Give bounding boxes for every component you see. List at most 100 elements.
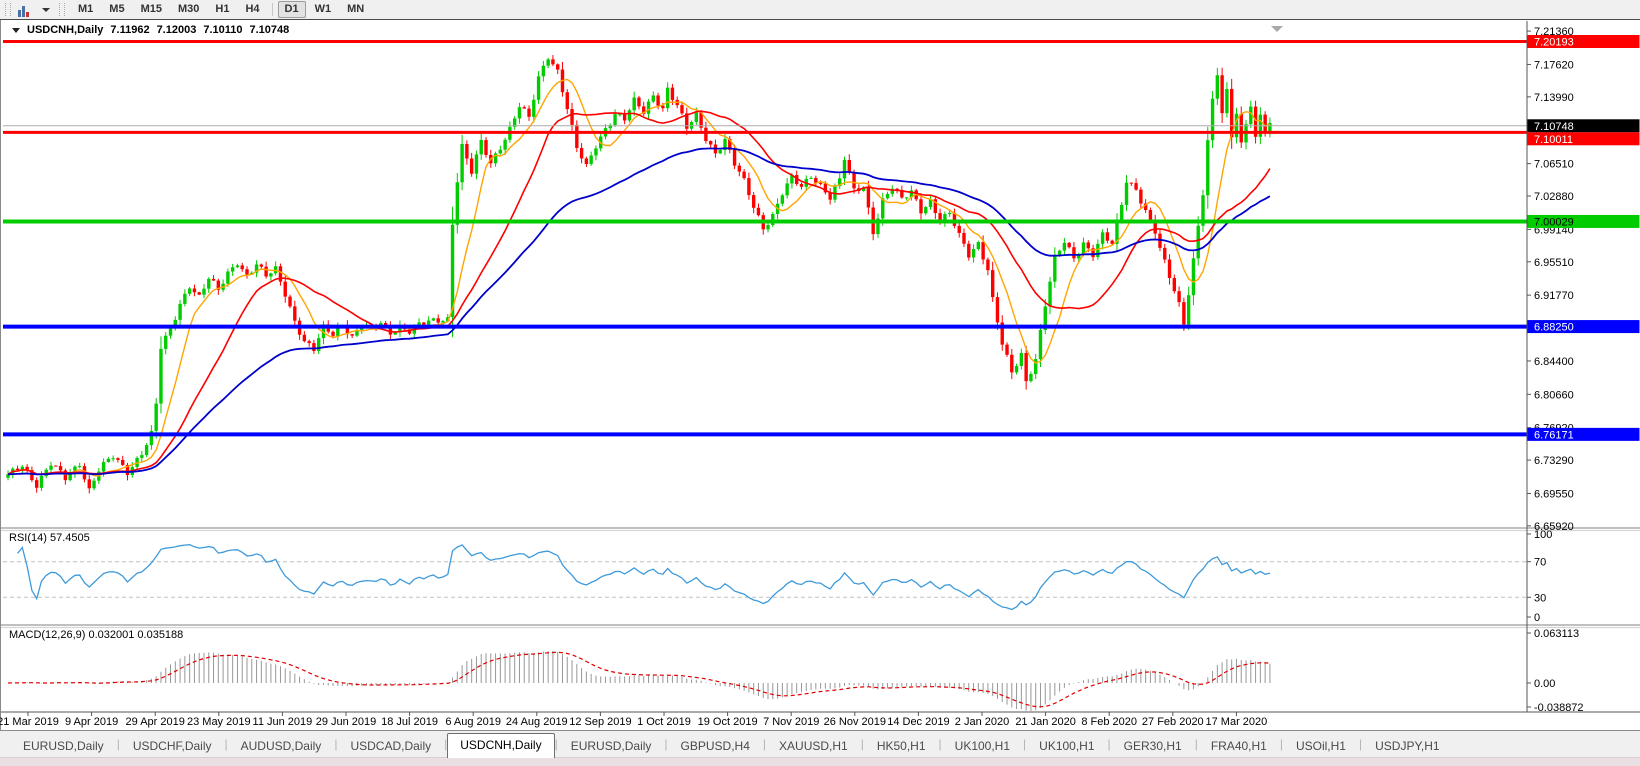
- macd-axis-label: -0.038872: [1534, 702, 1584, 714]
- price-marker-value: 7.00029: [1534, 216, 1574, 228]
- toolbar-gripper[interactable]: [5, 3, 11, 16]
- timeframe-button-m1[interactable]: M1: [78, 3, 94, 15]
- chart-tab-bar: EURUSD,Daily | USDCHF,Daily | AUDUSD,Daily | U…: [0, 733, 1640, 758]
- price-marker-box: [1527, 427, 1640, 441]
- timeframe-button-d1[interactable]: D1: [277, 1, 306, 18]
- chart-tab-usdcnh-daily[interactable]: USDCNH,Daily: [447, 733, 555, 758]
- toolbar: M1 M5 M15 M30 H1 H4 D1 W1 MN: [0, 0, 1640, 19]
- timeframe-button-m5[interactable]: M5: [109, 3, 125, 15]
- tab-divider: |: [762, 737, 767, 751]
- chart-menu-caret-icon[interactable]: [12, 27, 20, 33]
- price-axis-label: 6.91770: [1534, 290, 1574, 302]
- price-marker-value: 7.10748: [1534, 121, 1574, 133]
- toolbar-separator: [271, 3, 273, 16]
- date-axis-label: 7 Nov 2019: [763, 716, 819, 728]
- date-axis-label: 8 Feb 2020: [1081, 716, 1137, 728]
- price-axis-label: 6.95510: [1534, 257, 1574, 269]
- tab-divider: |: [938, 737, 942, 751]
- chart-tab-eurusd-daily[interactable]: EURUSD,Daily: [570, 739, 652, 753]
- date-axis-label: 12 Sep 2019: [569, 716, 631, 728]
- price-marker-value: 6.76171: [1534, 429, 1574, 441]
- tab-divider: |: [1194, 737, 1198, 751]
- price-marker-value: 6.88250: [1534, 322, 1574, 334]
- chart-tab-audusd-daily[interactable]: AUDUSD,Daily: [240, 739, 322, 753]
- price-marker-value: 7.20193: [1534, 36, 1574, 48]
- timeframe-button-w1[interactable]: W1: [314, 3, 332, 15]
- date-axis-label: 23 May 2019: [187, 716, 251, 728]
- tab-divider: |: [444, 737, 448, 751]
- timeframe-button-m30[interactable]: M30: [177, 3, 200, 15]
- bar-icon-part: [22, 5, 25, 17]
- date-axis-label: 29 Jun 2019: [316, 716, 377, 728]
- toolbar-gripper[interactable]: [59, 3, 65, 16]
- rsi-axis-label: 0: [1534, 612, 1540, 624]
- chart-tab-fra40-h1[interactable]: FRA40,H1: [1210, 739, 1267, 753]
- timeframe-button-group: M1 M5 M15 M30 H1 H4 D1 W1 MN: [70, 1, 372, 18]
- tab-divider: |: [116, 737, 120, 751]
- bar-icon-part: [26, 11, 29, 17]
- chart-tab-usdjpy-h1[interactable]: USDJPY,H1: [1375, 739, 1440, 753]
- tab-divider: |: [334, 737, 338, 751]
- status-bar-strip: [0, 757, 1640, 766]
- timeframe-button-m15[interactable]: M15: [140, 3, 162, 15]
- date-axis-label: 6 Aug 2019: [445, 716, 501, 728]
- chart-tab-ger30-h1[interactable]: GER30,H1: [1123, 739, 1182, 753]
- chart-tab-hk50-h1[interactable]: HK50,H1: [876, 739, 926, 753]
- chart-title: USDCNH,Daily 7.11962 7.12003 7.10110 7.1…: [12, 24, 289, 36]
- date-axis-label: 11 Jun 2019: [253, 716, 313, 728]
- date-axis-label: 18 Jul 2019: [381, 716, 438, 728]
- charts-toolbar-icon[interactable]: [16, 3, 38, 17]
- price-axis-label: 7.06510: [1534, 159, 1574, 171]
- price-axis-label: 6.73290: [1534, 455, 1574, 467]
- date-axis-label: 27 Feb 2020: [1142, 716, 1204, 728]
- chart-tab-uk100-h1[interactable]: UK100,H1: [1039, 739, 1095, 753]
- chart-canvas[interactable]: 7.213607.176207.139907.102507.065107.028…: [0, 20, 1640, 732]
- chart-tab-eurusd-daily[interactable]: EURUSD,Daily: [23, 739, 104, 753]
- date-axis-label: 26 Nov 2019: [824, 716, 886, 728]
- pane-separators: [0, 20, 1640, 731]
- chart-tab-xauusd-h1[interactable]: XAUUSD,H1: [779, 739, 848, 753]
- rsi-axis-label: 70: [1534, 557, 1546, 569]
- chart-tab-usoil-h1[interactable]: USOil,H1: [1295, 739, 1346, 753]
- chart-tab-usdchf-daily[interactable]: USDCHF,Daily: [132, 739, 212, 753]
- tab-divider: |: [1279, 737, 1283, 751]
- bar-icon-part: [18, 9, 21, 17]
- moving-averages-layer: [7, 78, 1271, 477]
- macd-axis-label: 0.063113: [1534, 628, 1579, 640]
- date-axis-label: 24 Aug 2019: [506, 716, 568, 728]
- date-axis-label: 14 Dec 2019: [887, 716, 949, 728]
- ohlc-close: 7.10748: [249, 24, 290, 36]
- rsi-label: RSI(14) 57.4505: [9, 532, 90, 544]
- price-marker-value: 7.10011: [1534, 134, 1573, 146]
- chart-window: USDCNH,Daily 7.11962 7.12003 7.10110 7.1…: [0, 19, 1640, 731]
- tab-divider: |: [664, 737, 668, 751]
- timeframe-button-h1[interactable]: H1: [215, 3, 230, 15]
- horizontal-lines-layer: [3, 39, 1527, 437]
- timeframe-button-mn[interactable]: MN: [347, 3, 365, 15]
- date-axis-label: 21 Mar 2019: [0, 716, 59, 728]
- price-axis: 7.213607.176207.139907.102507.065107.028…: [1527, 26, 1640, 533]
- ohlc-open: 7.11962: [110, 24, 150, 36]
- timeframe-button-h4[interactable]: H4: [245, 3, 260, 15]
- ohlc-low: 7.10110: [203, 24, 243, 36]
- tab-divider: |: [554, 737, 558, 751]
- date-axis-label: 29 Apr 2019: [126, 716, 185, 728]
- price-axis-label: 6.80660: [1534, 389, 1574, 401]
- chart-shift-marker-icon[interactable]: [1271, 26, 1283, 32]
- price-marker-box: [1527, 214, 1640, 228]
- chart-tab-gbpusd-h4[interactable]: GBPUSD,H4: [680, 739, 750, 753]
- price-axis-label: 7.13990: [1534, 92, 1574, 104]
- chevron-down-icon[interactable]: [42, 7, 50, 12]
- chart-tab-usdcad-daily[interactable]: USDCAD,Daily: [350, 739, 432, 753]
- date-axis-label: 9 Apr 2019: [65, 716, 118, 728]
- price-axis-label: 6.84400: [1534, 356, 1574, 368]
- date-axis-label: 19 Oct 2019: [698, 716, 758, 728]
- price-marker-box: [1527, 320, 1640, 334]
- tab-divider: |: [1107, 737, 1111, 751]
- price-marker-box: [1527, 132, 1640, 146]
- macd-pane: MACD(12,26,9) 0.032001 0.035188 0.063113 0…: [7, 628, 1584, 714]
- candles-layer: [6, 55, 1272, 494]
- rsi-axis-label: 100: [1534, 529, 1552, 541]
- price-axis-label: 6.69550: [1534, 488, 1574, 500]
- chart-tab-uk100-h1[interactable]: UK100,H1: [954, 739, 1011, 753]
